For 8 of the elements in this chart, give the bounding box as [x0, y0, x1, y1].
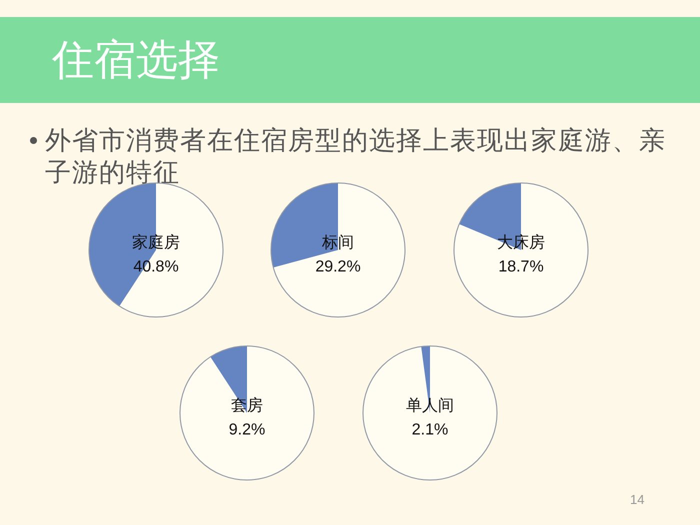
data-label: 29.2%	[315, 258, 361, 276]
data-label: 18.7%	[498, 258, 544, 276]
text: 住宿选择	[52, 35, 220, 85]
data-label: 2.1%	[412, 421, 448, 438]
data-label: 9.2%	[228, 421, 266, 438]
text: 外省市消费者在住宿房型的选择上表现出家庭游、亲子游的特征	[45, 124, 667, 188]
slice-label: 标间	[321, 233, 354, 252]
text: 14	[630, 492, 644, 508]
